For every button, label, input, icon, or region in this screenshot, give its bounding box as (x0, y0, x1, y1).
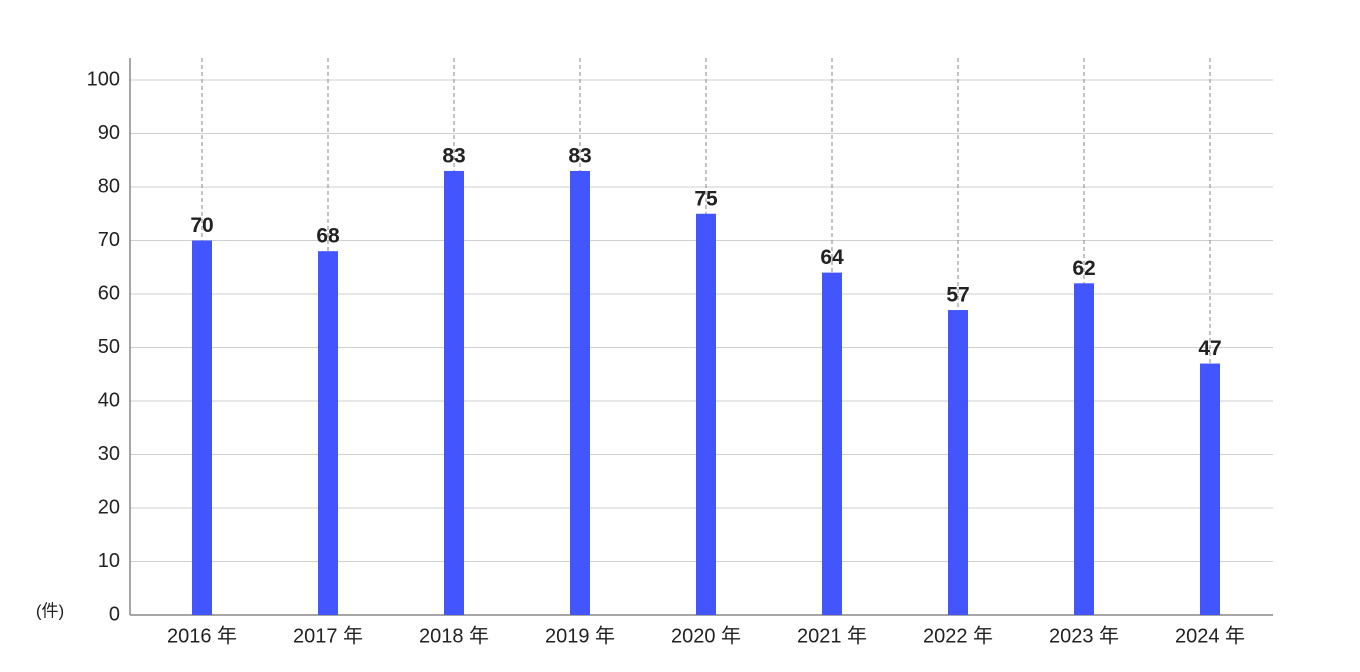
x-tick-label: 2016 年 (167, 624, 237, 647)
y-tick-label: 30 (98, 443, 120, 465)
bar (1200, 363, 1220, 615)
bar (948, 310, 968, 615)
value-label: 64 (820, 246, 844, 269)
y-tick-label: 10 (98, 550, 120, 572)
value-label: 47 (1198, 337, 1221, 360)
y-tick-label: 90 (98, 122, 120, 144)
value-label: 75 (694, 187, 718, 210)
y-tick-label: 0 (109, 603, 120, 625)
value-label: 83 (568, 144, 591, 167)
value-label: 83 (442, 144, 465, 167)
bar (822, 272, 842, 615)
bar (318, 251, 338, 615)
bar (192, 240, 212, 615)
value-label: 62 (1072, 257, 1095, 280)
bar (570, 170, 590, 615)
value-label: 68 (316, 225, 340, 248)
y-tick-label: 100 (87, 68, 120, 90)
y-tick-label: 40 (98, 389, 120, 411)
x-tick-label: 2023 年 (1049, 624, 1119, 647)
bar (444, 170, 464, 615)
bar (1074, 283, 1094, 615)
value-label: 70 (190, 214, 213, 237)
x-tick-label: 2024 年 (1175, 624, 1245, 647)
x-tick-label: 2019 年 (545, 624, 615, 647)
bar (696, 213, 716, 615)
y-tick-label: 60 (98, 282, 120, 304)
y-axis-unit: (件) (36, 601, 64, 620)
x-tick-label: 2022 年 (923, 624, 993, 647)
x-tick-label: 2021 年 (797, 624, 867, 647)
y-tick-label: 80 (98, 175, 120, 197)
y-tick-label: 20 (98, 496, 120, 518)
x-tick-label: 2018 年 (419, 624, 489, 647)
y-tick-label: 70 (98, 229, 120, 251)
x-tick-label: 2017 年 (293, 624, 363, 647)
value-label: 57 (946, 284, 969, 307)
y-tick-label: 50 (98, 336, 120, 358)
x-tick-label: 2020 年 (671, 624, 741, 647)
